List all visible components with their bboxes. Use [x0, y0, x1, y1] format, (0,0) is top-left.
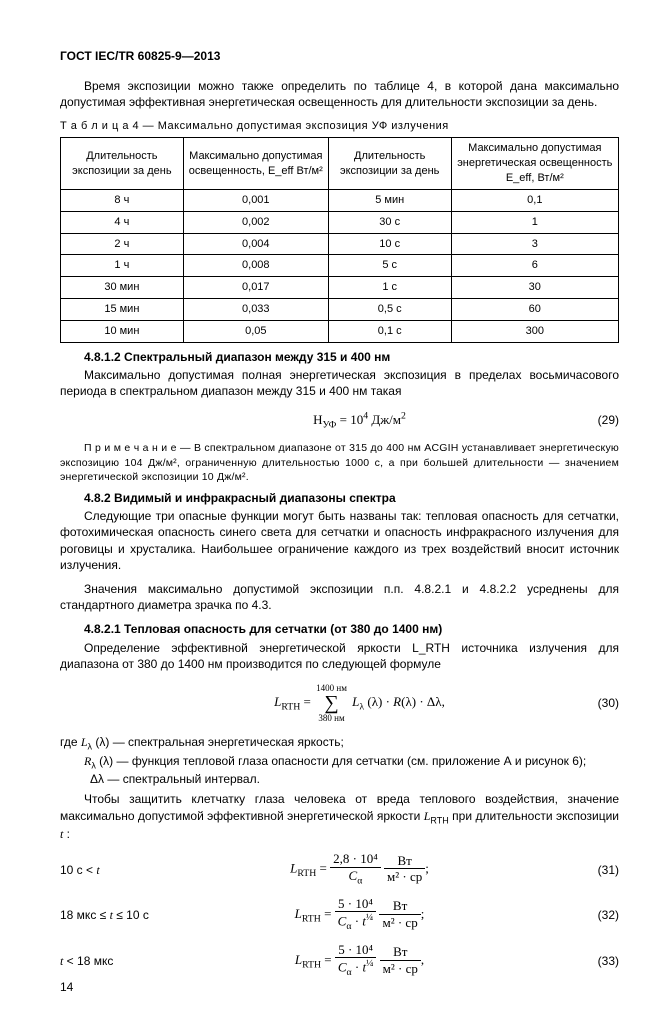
table-cell: 5 мин [328, 189, 451, 211]
section-4821-body: Определение эффективной энергетической я… [60, 640, 619, 672]
table-cell: 30 мин [61, 277, 184, 299]
page-number: 14 [60, 979, 73, 995]
where-3: спектральный интервал. [123, 772, 260, 786]
th-2: Максимально допустимая освещенность, E_e… [183, 138, 328, 190]
table-cell: 3 [451, 233, 618, 255]
where-2: функция тепловой глаза опасности для сет… [132, 754, 586, 768]
table-row: 4 ч0,00230 с1 [61, 211, 619, 233]
table-cell: 0,05 [183, 321, 328, 343]
table-cell: 0,004 [183, 233, 328, 255]
table-body: 8 ч0,0015 мин0,14 ч0,00230 с12 ч0,00410 … [61, 189, 619, 342]
table-row: 8 ч0,0015 мин0,1 [61, 189, 619, 211]
eq29-lhs: HУФ = 104 Дж/м2 [313, 412, 406, 427]
table-cell: 60 [451, 299, 618, 321]
table-cell: 0,001 [183, 189, 328, 211]
table-cell: 6 [451, 255, 618, 277]
where-1: спектральная энергетическая яркость; [128, 735, 344, 749]
table-row: 2 ч0,00410 с3 [61, 233, 619, 255]
table-cell: 30 [451, 277, 618, 299]
table-cell: 5 с [328, 255, 451, 277]
eq30-sum-bot: 380 нм [316, 712, 347, 724]
section-482-body2: Значения максимально допустимой экспозиц… [60, 581, 619, 613]
section-482-title: 4.8.2 Видимый и инфракрасный диапазоны с… [60, 490, 619, 506]
table-cell: 0,017 [183, 277, 328, 299]
where-block: где Lλ (λ) — спектральная энергетическая… [60, 734, 619, 787]
table-row: 30 мин0,0171 с30 [61, 277, 619, 299]
equation-29: HУФ = 104 Дж/м2 (29) [60, 409, 619, 431]
table-cell: 0,5 с [328, 299, 451, 321]
exposure-table: Длительность экспозиции за день Максимал… [60, 137, 619, 342]
table-cell: 0,1 [451, 189, 618, 211]
table-cell: 0,1 с [328, 321, 451, 343]
eq31-num: (31) [579, 862, 619, 878]
table-cell: 0,008 [183, 255, 328, 277]
table-cell: 2 ч [61, 233, 184, 255]
eq32-num: (32) [579, 907, 619, 923]
table-row: 10 мин0,050,1 с300 [61, 321, 619, 343]
table-cell: 0,033 [183, 299, 328, 321]
table-header-row: Длительность экспозиции за день Максимал… [61, 138, 619, 190]
table-cell: 30 с [328, 211, 451, 233]
table-cell: 4 ч [61, 211, 184, 233]
section-4821-title: 4.8.2.1 Тепловая опасность для сетчатки … [60, 621, 619, 637]
table-cell: 0,002 [183, 211, 328, 233]
where-intro: где [60, 735, 78, 749]
equation-33: t < 18 мкс LRTH = 5 · 10⁴Cα · t¼ Втм² · … [60, 943, 619, 979]
table-cell: 10 с [328, 233, 451, 255]
equation-31: 10 с < t LRTH = 2,8 · 10⁴Cα Втм² · ср; (… [60, 852, 619, 887]
table-cell: 10 мин [61, 321, 184, 343]
eq32-cond: 18 мкс ≤ t ≤ 10 с [60, 907, 140, 923]
section-482-body1: Следующие три опасные функции могут быть… [60, 508, 619, 573]
eq29-num: (29) [579, 412, 619, 428]
doc-header: ГОСТ IEC/TR 60825-9—2013 [60, 48, 619, 64]
table-row: 15 мин0,0330,5 с60 [61, 299, 619, 321]
table-cell: 300 [451, 321, 618, 343]
th-3: Длительность экспозиции за день [328, 138, 451, 190]
section-4812-title: 4.8.1.2 Спектральный диапазон между 315 … [60, 349, 619, 365]
table-cell: 15 мин [61, 299, 184, 321]
table-cell: 1 с [328, 277, 451, 299]
table-cell: 8 ч [61, 189, 184, 211]
table-row: 1 ч0,0085 с6 [61, 255, 619, 277]
eq30-num: (30) [579, 695, 619, 711]
eq33-cond: t < 18 мкс [60, 953, 140, 969]
intro-paragraph: Время экспозиции можно также определить … [60, 78, 619, 110]
th-4: Максимально допустимая энергетическая ос… [451, 138, 618, 190]
note-text: П р и м е ч а н и е — В спектральном диа… [60, 441, 619, 484]
equation-32: 18 мкс ≤ t ≤ 10 с LRTH = 5 · 10⁴Cα · t¼ … [60, 897, 619, 933]
table-cell: 1 ч [61, 255, 184, 277]
table-cell: 1 [451, 211, 618, 233]
section-4812-body: Максимально допустимая полная энергетиче… [60, 367, 619, 399]
eq33-num: (33) [579, 953, 619, 969]
th-1: Длительность экспозиции за день [61, 138, 184, 190]
protect-paragraph: Чтобы защитить клетчатку глаза человека … [60, 791, 619, 842]
table-caption: Т а б л и ц а 4 — Максимально допустимая… [60, 119, 619, 134]
eq31-cond: 10 с < t [60, 862, 140, 878]
equation-30: LRTH = 1400 нм ∑ 380 нм Lλ (λ) · R(λ) · … [60, 682, 619, 724]
